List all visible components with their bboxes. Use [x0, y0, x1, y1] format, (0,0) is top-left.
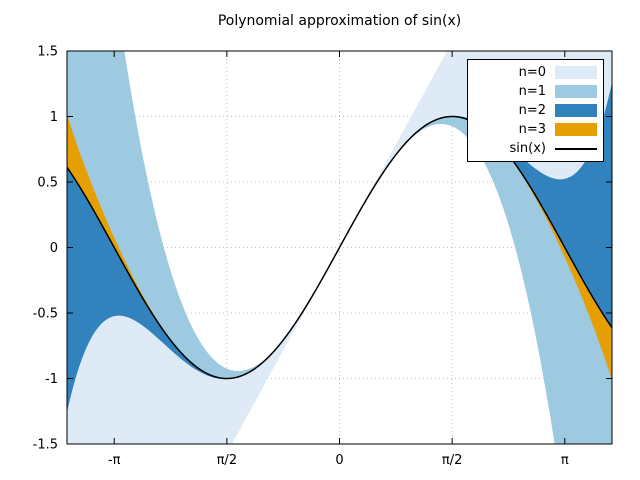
x-tick-label: 0: [335, 453, 343, 468]
legend-row: n=0: [471, 63, 597, 82]
y-tick-label: -1.5: [33, 438, 58, 453]
legend-label-sinx: sin(x): [509, 141, 546, 156]
legend-swatch-n0: [555, 66, 597, 79]
y-tick-label: 0.5: [37, 176, 58, 191]
legend-row: n=2: [471, 101, 597, 120]
legend: n=0 n=1 n=2 n=3 sin(x): [467, 59, 604, 162]
legend-swatch-n1: [555, 85, 597, 98]
legend-row: sin(x): [471, 139, 597, 158]
band-n=1: [67, 51, 612, 444]
y-tick-label: 1.5: [37, 45, 58, 60]
legend-label-n2: n=2: [518, 103, 546, 118]
y-tick-label: -0.5: [33, 307, 58, 322]
legend-line-sample: [555, 147, 597, 150]
chart-title: Polynomial approximation of sin(x): [217, 13, 462, 29]
legend-swatch-n3: [555, 123, 597, 136]
x-tick-label: π/2: [217, 453, 237, 468]
x-tick-label: π: [561, 453, 569, 468]
y-tick-label: 1: [50, 110, 58, 125]
legend-label-n0: n=0: [518, 65, 546, 80]
legend-row: n=3: [471, 120, 597, 139]
sinx-curve: [67, 115, 612, 380]
x-tick-label: π/2: [442, 453, 462, 468]
legend-label-n3: n=3: [518, 122, 546, 137]
y-tick-label: -1: [45, 372, 58, 387]
legend-swatch-n2: [555, 104, 597, 117]
legend-label-n1: n=1: [518, 84, 546, 99]
y-tick-label: 0: [50, 241, 58, 256]
x-tick-label: -π: [108, 453, 121, 468]
legend-row: n=1: [471, 82, 597, 101]
